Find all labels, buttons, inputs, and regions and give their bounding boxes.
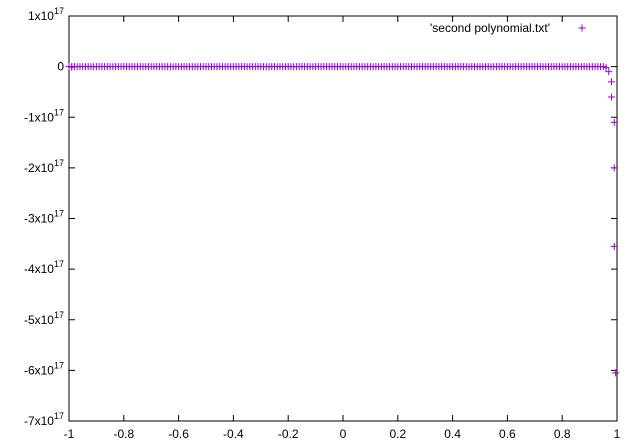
y-tick-label: 0 [57, 60, 64, 74]
data-point [610, 242, 618, 250]
y-tick-mantissa: -2x10 [24, 161, 54, 175]
y-axis: 1x10170-1x1017-2x1017-3x1017-4x1017-5x10… [24, 6, 617, 428]
x-tick-label: -0.8 [113, 427, 134, 441]
x-tick-label: 0.4 [444, 427, 461, 441]
y-tick-exponent: 17 [54, 107, 64, 117]
data-point [610, 164, 618, 172]
data-point [68, 63, 76, 71]
x-axis: -1 -0.8 -0.6 -0.4 -0.2 0 0.2 0.4 0.6 0.8 1 [64, 16, 621, 441]
y-tick-label: -7x1017 [24, 411, 64, 428]
y-tick-exponent: 17 [54, 360, 64, 370]
y-tick-label: -2x1017 [24, 158, 64, 175]
legend: 'second polynomial.txt' [430, 21, 586, 35]
x-tick-label: -1 [64, 427, 75, 441]
y-tick-mantissa: -7x10 [24, 414, 54, 428]
y-tick-mantissa: -4x10 [24, 262, 54, 276]
x-tick-label: -0.2 [278, 427, 299, 441]
y-tick-label: -1x1017 [24, 107, 64, 124]
y-tick-exponent: 17 [54, 158, 64, 168]
legend-marker [578, 24, 586, 32]
x-tick-label: 0.8 [554, 427, 571, 441]
data-point [602, 64, 610, 72]
y-tick-exponent: 17 [54, 259, 64, 269]
plot-frame [68, 15, 618, 422]
data-point [608, 78, 616, 86]
y-tick-mantissa: -1x10 [24, 110, 54, 124]
y-tick-exponent: 17 [54, 6, 64, 16]
data-point [605, 68, 613, 76]
x-tick-label: -0.4 [223, 427, 244, 441]
legend-label: 'second polynomial.txt' [430, 21, 550, 35]
x-tick-label: 0 [340, 427, 347, 441]
x-tick-label: 1 [614, 427, 621, 441]
y-tick-exponent: 17 [54, 411, 64, 421]
y-tick-exponent: 17 [54, 310, 64, 320]
y-tick-mantissa: 1x10 [28, 9, 54, 23]
data-point [610, 118, 618, 126]
y-tick-label: -3x1017 [24, 209, 64, 226]
y-tick-mantissa: -3x10 [24, 212, 54, 226]
y-tick-label: -4x1017 [24, 259, 64, 276]
y-tick-label: 1x1017 [28, 6, 64, 23]
data-point [608, 93, 616, 101]
y-tick-mantissa: -6x10 [24, 363, 54, 377]
y-tick-mantissa: -5x10 [24, 313, 54, 327]
y-tick-mantissa: 0 [57, 60, 64, 74]
y-tick-label: -6x1017 [24, 360, 64, 377]
x-tick-label: 0.2 [389, 427, 406, 441]
data-series [65, 63, 620, 377]
y-tick-label: -5x1017 [24, 310, 64, 327]
legend-marker-symbol [578, 24, 586, 32]
data-point [612, 369, 620, 377]
x-tick-label: 0.6 [499, 427, 516, 441]
x-tick-label: -0.6 [168, 427, 189, 441]
y-tick-exponent: 17 [54, 209, 64, 219]
